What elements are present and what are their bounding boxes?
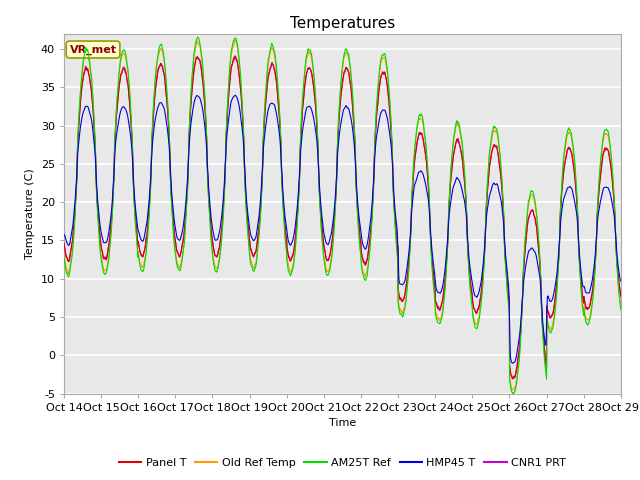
Legend: Panel T, Old Ref Temp, AM25T Ref, HMP45 T, CNR1 PRT: Panel T, Old Ref Temp, AM25T Ref, HMP45 … xyxy=(115,453,570,472)
Text: VR_met: VR_met xyxy=(70,44,116,55)
Y-axis label: Temperature (C): Temperature (C) xyxy=(26,168,35,259)
X-axis label: Time: Time xyxy=(329,418,356,428)
Title: Temperatures: Temperatures xyxy=(290,16,395,31)
